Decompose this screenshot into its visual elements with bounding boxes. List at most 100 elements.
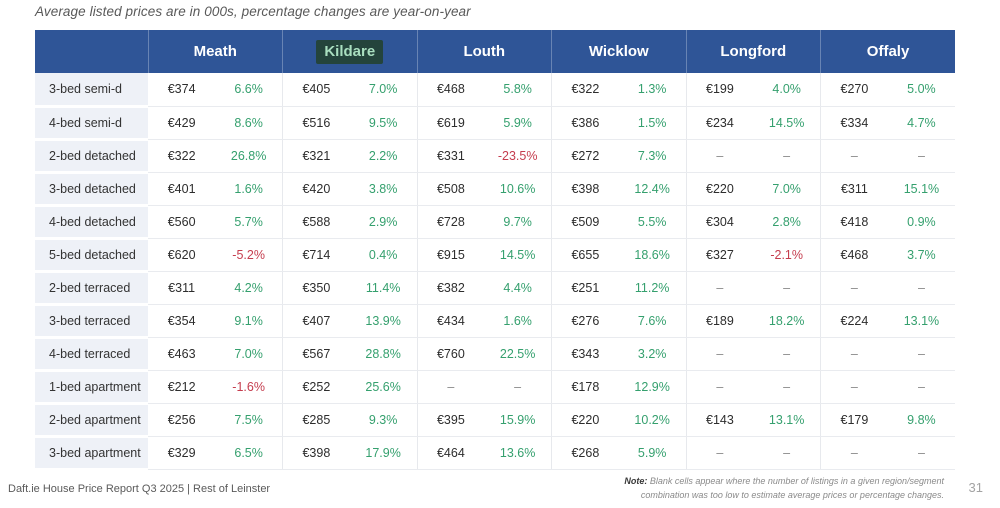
- price-cell: €234: [685, 106, 754, 140]
- row-label: 3-bed terraced: [35, 304, 148, 339]
- row-label: 3-bed semi-d: [35, 73, 148, 108]
- pct-change-cell: -1.6%: [215, 370, 283, 404]
- price-cell: €395: [416, 403, 485, 437]
- pct-change-cell: 5.7%: [215, 205, 283, 239]
- price-cell: €199: [685, 73, 754, 107]
- price-cell: €220: [685, 172, 754, 206]
- pct-change-cell: 4.7%: [887, 106, 956, 140]
- table-body: 3-bed semi-d €374 6.6% €405 7.0% €468 5.8% €322…: [35, 73, 956, 471]
- price-cell: €331: [416, 139, 485, 173]
- county-header-kildare: Kildare: [282, 30, 418, 73]
- price-cell: €434: [416, 304, 485, 338]
- price-cell: €714: [281, 238, 350, 272]
- row-label: 4-bed semi-d: [35, 106, 148, 141]
- price-cell: €322: [551, 73, 619, 107]
- table-row: 2-bed detached €322 26.8% €321 2.2% €331 -23.5…: [35, 139, 956, 174]
- pct-change-cell: –: [753, 370, 821, 404]
- corner-cell: [35, 30, 148, 73]
- price-cell: €508: [416, 172, 485, 206]
- pct-change-cell: –: [887, 139, 956, 173]
- pct-change-cell: 25.6%: [349, 370, 418, 404]
- pct-change-cell: 9.7%: [484, 205, 552, 239]
- pct-change-cell: 5.5%: [618, 205, 687, 239]
- pct-change-cell: 2.8%: [753, 205, 821, 239]
- price-cell: €189: [685, 304, 754, 338]
- county-header-meath: Meath: [147, 30, 283, 73]
- page-number: 31: [968, 480, 983, 495]
- pct-change-cell: 5.0%: [887, 73, 956, 107]
- pct-change-cell: 14.5%: [484, 238, 552, 272]
- price-cell: €354: [148, 304, 216, 338]
- price-cell: €398: [551, 172, 619, 206]
- price-cell: €268: [551, 436, 619, 470]
- pct-change-cell: 22.5%: [484, 337, 552, 371]
- price-cell: €728: [416, 205, 485, 239]
- pct-change-cell: –: [753, 139, 821, 173]
- price-cell: €272: [551, 139, 619, 173]
- pct-change-cell: –: [753, 337, 821, 371]
- pct-change-cell: 7.0%: [349, 73, 418, 107]
- pct-change-cell: 7.0%: [753, 172, 821, 206]
- county-header-wicklow: Wicklow: [551, 30, 687, 73]
- pct-change-cell: 3.7%: [887, 238, 956, 272]
- price-cell: €429: [148, 106, 216, 140]
- price-cell: –: [820, 337, 888, 371]
- table-row: 4-bed semi-d €429 8.6% €516 9.5% €619 5.9% €386…: [35, 106, 956, 141]
- price-cell: €304: [685, 205, 754, 239]
- pct-change-cell: 12.4%: [618, 172, 687, 206]
- price-cell: €760: [416, 337, 485, 371]
- price-cell: €329: [148, 436, 216, 470]
- pct-change-cell: 1.6%: [215, 172, 283, 206]
- price-cell: –: [820, 370, 888, 404]
- pct-change-cell: 3.2%: [618, 337, 687, 371]
- row-label: 2-bed terraced: [35, 271, 148, 306]
- table-row: 5-bed detached €620 -5.2% €714 0.4% €915 14.5%…: [35, 238, 956, 273]
- county-header-longford: Longford: [685, 30, 821, 73]
- price-cell: €220: [551, 403, 619, 437]
- row-label: 4-bed terraced: [35, 337, 148, 372]
- pct-change-cell: 0.9%: [887, 205, 956, 239]
- table-row: 4-bed terraced €463 7.0% €567 28.8% €760 22.5%…: [35, 337, 956, 372]
- price-cell: €311: [148, 271, 216, 305]
- price-cell: €463: [148, 337, 216, 371]
- table-row: 4-bed detached €560 5.7% €588 2.9% €728 9.7% €5…: [35, 205, 956, 240]
- price-cell: –: [685, 271, 754, 305]
- price-cell: €327: [685, 238, 754, 272]
- pct-change-cell: 9.1%: [215, 304, 283, 338]
- price-cell: €560: [148, 205, 216, 239]
- pct-change-cell: 18.6%: [618, 238, 687, 272]
- price-cell: €178: [551, 370, 619, 404]
- pct-change-cell: 6.6%: [215, 73, 283, 107]
- table-row: 3-bed terraced €354 9.1% €407 13.9% €434 1.6% €…: [35, 304, 956, 339]
- pct-change-cell: –: [753, 436, 821, 470]
- pct-change-cell: 4.0%: [753, 73, 821, 107]
- price-cell: –: [685, 139, 754, 173]
- pct-change-cell: 13.1%: [753, 403, 821, 437]
- price-cell: –: [820, 139, 888, 173]
- pct-change-cell: –: [887, 436, 956, 470]
- table-row: 3-bed apartment €329 6.5% €398 17.9% €464 13.6…: [35, 436, 956, 471]
- pct-change-cell: 18.2%: [753, 304, 821, 338]
- price-cell: €407: [281, 304, 350, 338]
- row-label: 3-bed detached: [35, 172, 148, 207]
- table-row: 3-bed semi-d €374 6.6% €405 7.0% €468 5.8% €322…: [35, 73, 956, 108]
- pct-change-cell: 11.2%: [618, 271, 687, 305]
- price-cell: €655: [551, 238, 619, 272]
- pct-change-cell: 4.2%: [215, 271, 283, 305]
- price-cell: €401: [148, 172, 216, 206]
- row-label: 2-bed detached: [35, 139, 148, 174]
- price-cell: €311: [820, 172, 888, 206]
- price-cell: €405: [281, 73, 350, 107]
- price-cell: €382: [416, 271, 485, 305]
- table-row: 2-bed terraced €311 4.2% €350 11.4% €382 4.4% €…: [35, 271, 956, 306]
- pct-change-cell: –: [753, 271, 821, 305]
- pct-change-cell: –: [887, 370, 956, 404]
- pct-change-cell: 14.5%: [753, 106, 821, 140]
- price-cell: €321: [281, 139, 350, 173]
- price-cell: –: [416, 370, 485, 404]
- pct-change-cell: –: [887, 271, 956, 305]
- price-cell: €322: [148, 139, 216, 173]
- price-cell: €256: [148, 403, 216, 437]
- pct-change-cell: 1.3%: [618, 73, 687, 107]
- row-label: 1-bed apartment: [35, 370, 148, 405]
